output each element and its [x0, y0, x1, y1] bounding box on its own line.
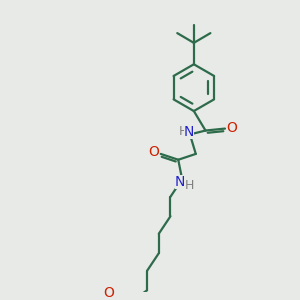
Text: H: H — [184, 178, 194, 192]
Text: N: N — [184, 124, 194, 139]
Text: O: O — [148, 145, 159, 159]
Text: O: O — [104, 286, 115, 300]
Text: H: H — [178, 125, 188, 138]
Text: O: O — [226, 121, 237, 135]
Text: N: N — [175, 175, 185, 189]
